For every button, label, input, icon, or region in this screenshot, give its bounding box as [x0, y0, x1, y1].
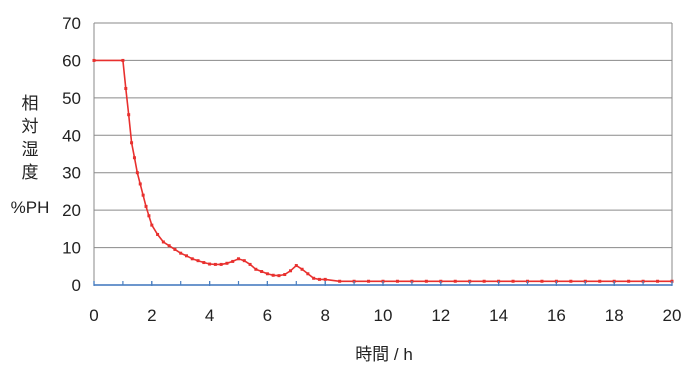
series-1-point-22 [213, 262, 217, 266]
series-1-point-6 [135, 171, 139, 175]
series-1-point-24 [225, 261, 229, 265]
series-1-point-38 [306, 272, 310, 276]
series-1-point-3 [127, 113, 131, 117]
series-1-point-20 [202, 261, 206, 265]
series-1-point-34 [283, 273, 287, 277]
x-tick-label-2: 2 [147, 306, 156, 325]
series-1-point-29 [254, 267, 258, 271]
x-tick-label-12: 12 [431, 306, 450, 325]
x-tick-label-14: 14 [489, 306, 508, 325]
y-tick-label-60: 60 [62, 51, 81, 70]
series-1-point-39 [312, 276, 316, 280]
series-1-point-26 [237, 257, 240, 261]
series-1-point-28 [248, 262, 252, 266]
series-1-point-40 [317, 277, 321, 281]
series-1-point-1 [121, 58, 125, 62]
series-1-point-36 [294, 264, 298, 268]
series-1-point-2 [124, 87, 128, 90]
series-1-point-64 [656, 279, 660, 283]
x-tick-label-4: 4 [205, 306, 214, 325]
tick-label-layer: 0 10 20 30 40 50 60 70 0 2 4 6 8 10 12 14 16 18 20 [62, 14, 681, 325]
series-1-point-35 [289, 269, 293, 273]
series-1-point-48 [424, 279, 428, 283]
series-1-point-9 [144, 204, 148, 208]
series-1-point-12 [156, 232, 160, 236]
series-1-point-56 [540, 279, 544, 283]
series-1-point-52 [482, 279, 486, 283]
series-1-point-41 [323, 277, 327, 281]
series-1-point-33 [277, 274, 281, 278]
x-tick-label-20: 20 [663, 306, 682, 325]
y-tick-label-10: 10 [62, 239, 81, 258]
y-tick-label-70: 70 [62, 14, 81, 33]
series-1-point-17 [184, 254, 188, 258]
x-tick-label-18: 18 [605, 306, 624, 325]
grid-layer [94, 22, 672, 249]
x-axis-title: 時間 / h [355, 345, 413, 364]
y-tick-label-20: 20 [62, 201, 81, 220]
y-axis-title-char-2: 対 [22, 117, 39, 136]
series-1-point-7 [138, 182, 142, 186]
x-tick-label-8: 8 [320, 306, 329, 325]
y-axis-title-char-1: 相 [22, 94, 39, 113]
series-1-point-27 [242, 259, 246, 263]
axis-layer [93, 23, 673, 286]
series-1-point-8 [141, 193, 145, 197]
x-tick-label-16: 16 [547, 306, 566, 325]
series-1-point-10 [147, 214, 151, 218]
series-1-point-13 [161, 240, 165, 244]
series-1-point-42 [338, 279, 342, 283]
y-tick-label-50: 50 [62, 89, 81, 108]
series-1-point-14 [167, 244, 171, 248]
series-1-point-58 [569, 279, 573, 283]
series-1-point-46 [395, 279, 399, 283]
y-tick-label-0: 0 [72, 276, 81, 295]
x-tick-label-6: 6 [263, 306, 272, 325]
series-1-point-21 [208, 262, 212, 266]
series-1-point-0 [92, 58, 96, 62]
series-1-point-44 [367, 279, 371, 283]
series-layer [92, 58, 674, 286]
series-1-point-25 [231, 259, 235, 263]
series-1-point-23 [219, 262, 223, 266]
axis-title-layer: 相 対 湿 度 %PH 時間 / h [11, 94, 413, 364]
y-tick-label-30: 30 [62, 164, 81, 183]
series-1-point-4 [130, 141, 134, 145]
series-1-point-11 [150, 223, 154, 227]
series-1-point-19 [196, 259, 200, 263]
y-axis-unit: %PH [11, 198, 50, 217]
series-1-point-62 [627, 279, 631, 283]
series-1-point-60 [598, 279, 602, 283]
series-1-point-16 [179, 251, 183, 255]
x-tick-label-10: 10 [374, 306, 393, 325]
series-1-point-32 [271, 273, 275, 277]
series-1-point-18 [190, 257, 194, 261]
series-1-point-15 [173, 247, 177, 251]
series-1-point-37 [300, 267, 304, 271]
series-1-line [94, 59, 672, 283]
y-axis-title-char-4: 度 [22, 163, 39, 182]
series-1-point-31 [265, 272, 269, 276]
series-1-point-5 [132, 156, 136, 160]
series-1-point-54 [511, 279, 515, 283]
x-tick-label-0: 0 [89, 306, 98, 325]
y-axis-title-char-3: 湿 [22, 140, 39, 159]
series-1-point-50 [453, 279, 457, 283]
series-1-point-30 [260, 270, 264, 274]
y-tick-label-40: 40 [62, 126, 81, 145]
